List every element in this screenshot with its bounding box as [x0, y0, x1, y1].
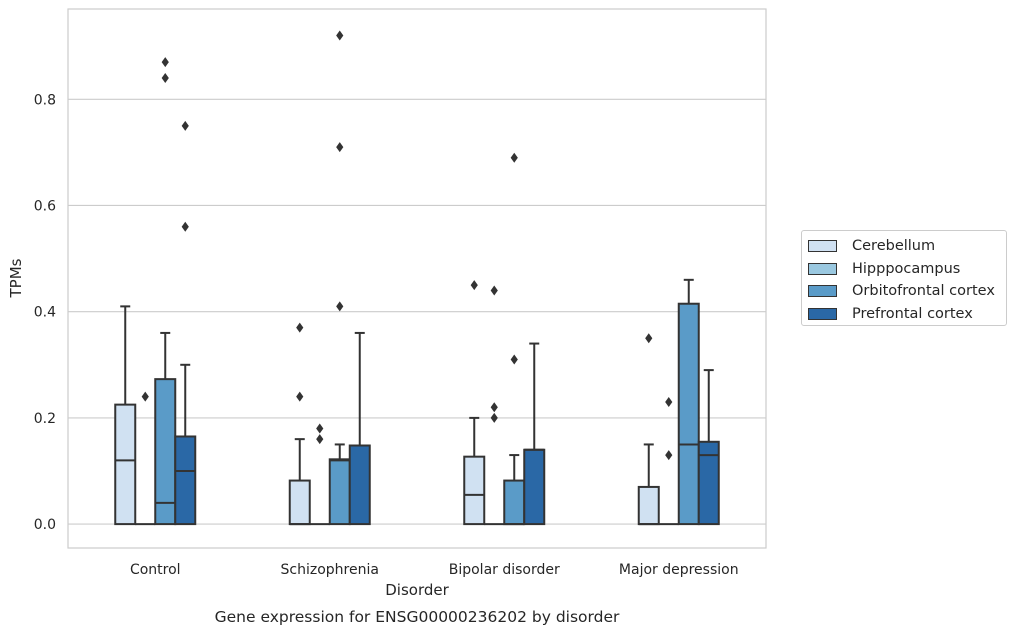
legend-label: Prefrontal cortex — [852, 306, 973, 323]
y-tick-label: 0.0 — [34, 517, 56, 533]
box — [697, 440, 720, 526]
outlier-point — [296, 322, 304, 333]
box-hipppocampus — [484, 285, 505, 526]
legend-label: Hipppocampus — [852, 260, 961, 277]
box-cerebellum — [463, 280, 486, 526]
box — [348, 444, 371, 526]
box-prefrontal-cortex — [174, 120, 197, 526]
y-tick-label: 0.6 — [34, 198, 56, 214]
box-orbitofrontal-cortex — [503, 152, 526, 526]
outlier-point — [510, 354, 518, 365]
outlier-point — [665, 450, 673, 461]
box-hipppocampus — [658, 396, 679, 526]
plot-frame — [67, 8, 767, 549]
x-axis-label: Disorder — [385, 581, 449, 599]
y-axis-label: TPMs — [7, 258, 25, 298]
box — [677, 302, 700, 526]
outlier-point — [336, 301, 344, 312]
box-prefrontal-cortex — [348, 331, 371, 526]
outlier-point — [316, 434, 324, 445]
box — [637, 485, 660, 526]
y-tick-label: 0.4 — [34, 305, 56, 321]
legend-swatch — [808, 262, 837, 275]
box-series — [114, 30, 720, 526]
legend-item: Prefrontal cortex — [808, 303, 1006, 326]
y-tick-label: 0.2 — [34, 411, 56, 427]
outlier-point — [490, 285, 498, 296]
x-tick-label: Schizophrenia — [281, 562, 379, 578]
legend-label: Cerebellum — [852, 238, 936, 255]
box — [523, 448, 546, 526]
legend-swatch — [808, 240, 837, 253]
legend-item: Cerebellum — [808, 235, 1006, 258]
outlier-point — [665, 396, 673, 407]
box-cerebellum — [637, 333, 660, 526]
outlier-point — [181, 221, 189, 232]
legend: Cerebellum Hipppocampus Orbitofrontal cort… — [801, 230, 1007, 326]
outlier-point — [181, 120, 189, 131]
legend-swatch — [808, 285, 837, 298]
box — [174, 435, 197, 526]
outlier-point — [161, 57, 169, 68]
outlier-point — [470, 280, 478, 291]
chart-caption: Gene expression for ENSG00000236202 by d… — [215, 608, 620, 626]
y-tick-labels: 0.0 0.2 0.4 0.6 0.8 — [34, 92, 56, 533]
box-prefrontal-cortex — [697, 369, 720, 526]
outlier-point — [645, 333, 653, 344]
y-tick-label: 0.8 — [34, 92, 56, 108]
box — [114, 403, 137, 526]
box-orbitofrontal-cortex — [328, 30, 351, 526]
legend-label: Orbitofrontal cortex — [852, 283, 995, 300]
outlier-point — [336, 142, 344, 153]
box — [463, 455, 486, 526]
box-cerebellum — [114, 305, 137, 526]
legend-item: Orbitofrontal cortex — [808, 280, 1006, 303]
legend-item: Hipppocampus — [808, 258, 1006, 281]
outlier-point — [336, 30, 344, 41]
x-tick-label: Bipolar disorder — [449, 562, 560, 578]
outlier-point — [510, 152, 518, 163]
box-hipppocampus — [135, 391, 156, 526]
outlier-point — [161, 73, 169, 84]
outlier-point — [296, 391, 304, 402]
x-tick-label: Major depression — [619, 562, 739, 578]
box-hipppocampus — [309, 423, 330, 526]
box — [328, 458, 351, 526]
outlier-point — [490, 412, 498, 423]
x-tick-label: Control — [130, 562, 181, 578]
box-prefrontal-cortex — [523, 342, 546, 526]
outlier-point — [141, 391, 149, 402]
outlier-point — [316, 423, 324, 434]
box-orbitofrontal-cortex — [677, 278, 700, 526]
x-tick-labels: Control Schizophrenia Bipolar disorder Majo… — [130, 562, 739, 578]
box — [503, 479, 526, 526]
box — [288, 479, 311, 526]
box-cerebellum — [288, 322, 311, 526]
legend-swatch — [808, 308, 837, 321]
outlier-point — [490, 402, 498, 413]
